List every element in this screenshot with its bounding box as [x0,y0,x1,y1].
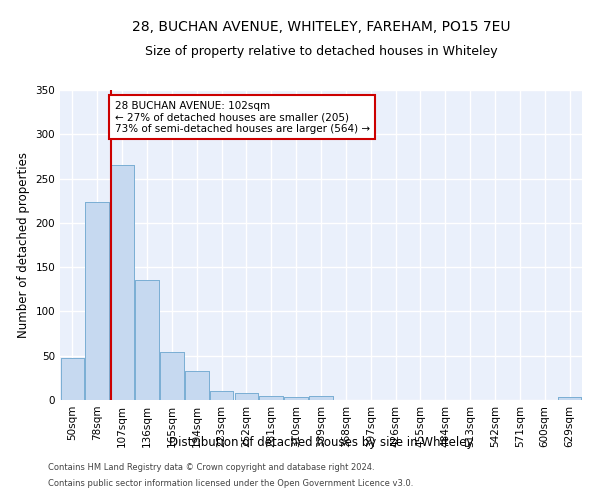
Bar [558,398,581,400]
Text: Size of property relative to detached houses in Whiteley: Size of property relative to detached ho… [145,45,497,58]
Bar [110,166,134,400]
Bar [185,371,209,400]
Bar [185,371,209,400]
Bar [160,352,184,400]
Bar [558,398,581,400]
Bar [284,398,308,400]
Bar [85,202,109,400]
Bar [61,358,84,400]
Bar [210,391,233,400]
Bar [110,166,134,400]
Y-axis label: Number of detached properties: Number of detached properties [17,152,30,338]
Text: Contains public sector information licensed under the Open Government Licence v3: Contains public sector information licen… [48,478,413,488]
Bar [309,396,333,400]
Text: 28, BUCHAN AVENUE, WHITELEY, FAREHAM, PO15 7EU: 28, BUCHAN AVENUE, WHITELEY, FAREHAM, PO… [132,20,510,34]
Bar [160,352,184,400]
Text: Distribution of detached houses by size in Whiteley: Distribution of detached houses by size … [169,436,473,449]
Bar [309,396,333,400]
Bar [259,396,283,400]
Text: Contains HM Land Registry data © Crown copyright and database right 2024.: Contains HM Land Registry data © Crown c… [48,464,374,472]
Bar [135,280,159,400]
Bar [85,202,109,400]
Bar [235,393,258,400]
Bar [210,391,233,400]
Bar [284,398,308,400]
Bar [61,358,84,400]
Bar [235,393,258,400]
Bar [259,396,283,400]
Text: 28 BUCHAN AVENUE: 102sqm
← 27% of detached houses are smaller (205)
73% of semi-: 28 BUCHAN AVENUE: 102sqm ← 27% of detach… [115,100,370,134]
Bar [135,280,159,400]
